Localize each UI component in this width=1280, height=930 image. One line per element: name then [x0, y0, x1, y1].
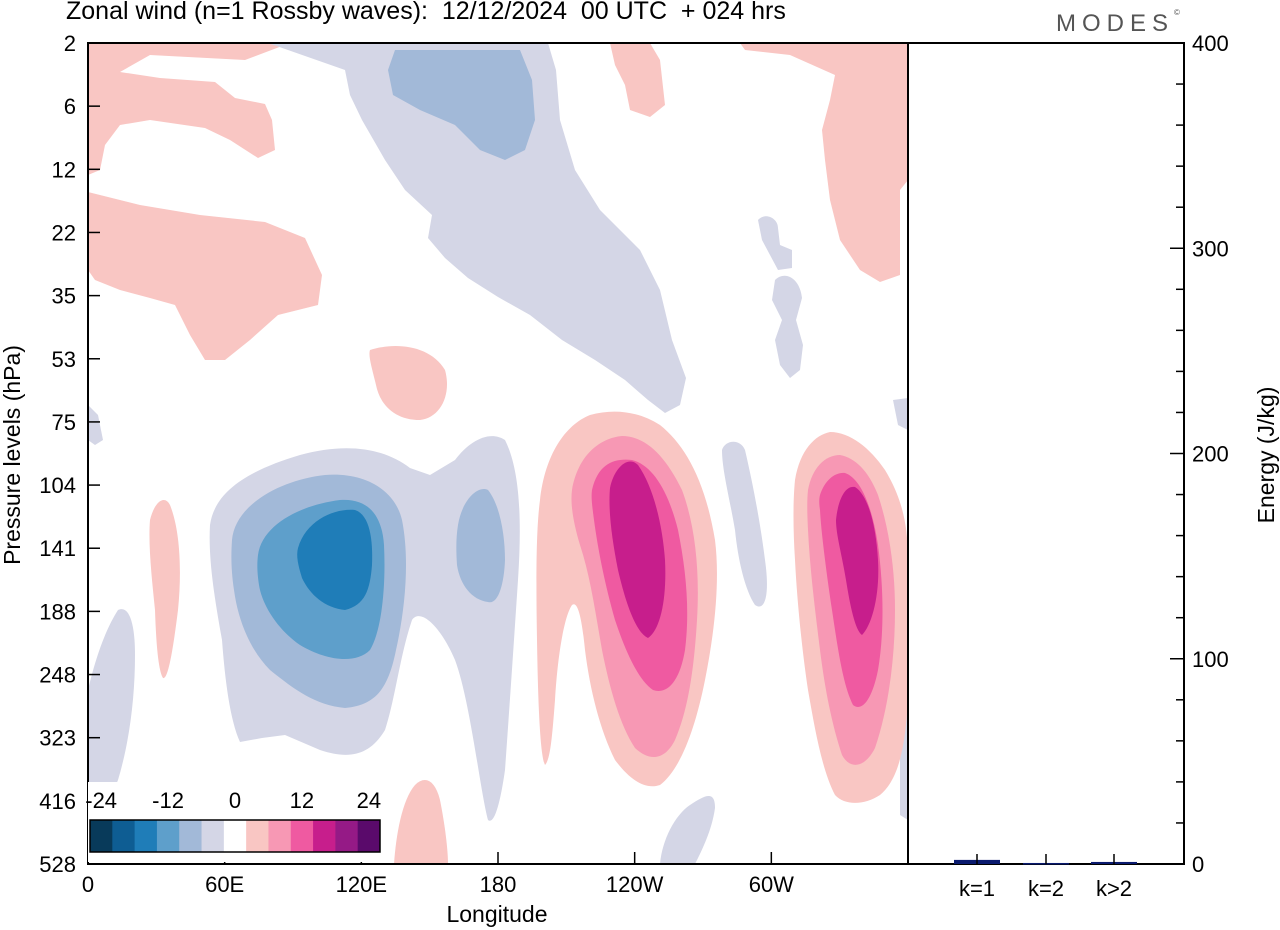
contour-pos-upper-left-2 — [88, 192, 322, 360]
energy-tick-label: 100 — [1192, 647, 1229, 672]
pressure-tick-label: 75 — [52, 410, 76, 435]
contour-neg-between-1 — [722, 441, 767, 607]
pressure-tick-label: 2 — [64, 31, 76, 56]
colorbar-cell — [201, 820, 225, 852]
colorbar-cell — [112, 820, 136, 852]
modes-logo: MODES© — [1056, 8, 1180, 38]
contour-neg-lower-left — [88, 609, 135, 820]
longitude-tick-label: 60E — [205, 872, 244, 897]
colorbar-cell — [313, 820, 336, 852]
energy-category-label: k>2 — [1096, 876, 1132, 901]
longitude-axis: 0 60E 120E 180 120W 60W — [82, 852, 794, 897]
colorbar-cell — [134, 820, 158, 852]
colorbar-cells — [90, 820, 381, 852]
pressure-tick-label: 22 — [52, 220, 76, 245]
colorbar-cell — [90, 820, 113, 852]
pressure-tick-label: 53 — [52, 347, 76, 372]
contour-pos-upper-mid — [610, 43, 665, 117]
colorbar-cell — [223, 820, 247, 852]
energy-y-axis: 0 100 200 300 400 — [1170, 31, 1229, 877]
colorbar-frame — [89, 819, 381, 853]
pressure-tick-label: 6 — [64, 94, 76, 119]
energy-panel-frame — [907, 42, 1185, 865]
energy-category-label: k=1 — [959, 876, 995, 901]
longitude-tick-label: 0 — [82, 872, 94, 897]
contour-neg-edge-right — [893, 398, 908, 430]
contour-neg-secondary — [456, 489, 505, 603]
colorbar-tick-label: 0 — [229, 788, 241, 813]
energy-x-axis: k=1 k=2 k>2 — [959, 854, 1132, 901]
colorbar-cell — [246, 820, 269, 852]
longitude-tick-label: 60W — [749, 872, 794, 897]
pressure-axis-title: Pressure levels (hPa) — [0, 345, 25, 565]
colorbar-cell — [290, 820, 314, 852]
contour-pos-upper-right-top — [740, 43, 908, 282]
contour-neg-right-blob-2 — [772, 275, 803, 378]
pressure-tick-label: 12 — [52, 157, 76, 182]
energy-axis-title: Energy (J/kg) — [1253, 387, 1279, 524]
longitude-tick-label: 120E — [336, 872, 387, 897]
logo-text: MODES — [1056, 10, 1175, 37]
contour-neg-main-4 — [297, 509, 373, 610]
contour-pos-upper-left — [88, 43, 290, 175]
contour-pos-small-53 — [369, 346, 448, 420]
colorbar-tick-label: 12 — [290, 788, 314, 813]
colorbar-labels: -24 -12 0 12 24 — [85, 788, 381, 813]
longitude-axis-title: Longitude — [446, 901, 547, 927]
colorbar-cell — [156, 820, 180, 852]
pressure-tick-label: 248 — [39, 663, 76, 688]
contour-neg-upper-core — [388, 50, 535, 160]
contour-neg-lower-mid — [660, 795, 715, 864]
colorbar-tick-label: -24 — [85, 788, 117, 813]
pressure-tick-label: 416 — [39, 789, 76, 814]
contour-pos-bottom — [394, 780, 448, 864]
energy-tick-label: 0 — [1192, 852, 1204, 877]
longitude-tick-label: 180 — [480, 872, 517, 897]
energy-tick-label: 200 — [1192, 442, 1229, 467]
colorbar: -24 -12 0 12 24 — [85, 782, 384, 862]
longitude-tick-label: 120W — [606, 872, 664, 897]
pressure-tick-label: 104 — [39, 473, 76, 498]
energy-tick-label: 400 — [1192, 31, 1229, 56]
energy-tick-label: 300 — [1192, 236, 1229, 261]
colorbar-cell — [268, 820, 292, 852]
pressure-tick-label: 141 — [39, 536, 76, 561]
chart-title: Zonal wind (n=1 Rossby waves): 12/12/202… — [66, 0, 786, 25]
colorbar-cell — [335, 820, 359, 852]
contour-pos-a4 — [609, 461, 666, 638]
contour-pos-b4 — [836, 486, 879, 635]
contour-neg-edge-left — [88, 405, 103, 445]
pressure-tick-label: 528 — [39, 852, 76, 877]
logo-mark: © — [1174, 8, 1180, 17]
energy-bar-panel: 0 100 200 300 400 k=1 k=2 k>2 Energy (J/kg) — [907, 31, 1279, 901]
contour-pos-left-thin — [149, 500, 180, 679]
colorbar-tick-label: -12 — [152, 788, 184, 813]
energy-category-label: k=2 — [1028, 876, 1064, 901]
colorbar-cell — [179, 820, 203, 852]
colorbar-tick-label: 24 — [357, 788, 381, 813]
pressure-tick-label: 323 — [39, 726, 76, 751]
colorbar-cell — [357, 820, 381, 852]
pressure-tick-label: 35 — [52, 284, 76, 309]
zonal-wind-heatmap — [88, 43, 908, 864]
pressure-axis: 2 6 12 22 35 53 75 104 141 188 248 323 416 528 — [39, 31, 100, 877]
pressure-tick-label: 188 — [39, 599, 76, 624]
contour-neg-right-blob-1 — [758, 216, 792, 270]
contour-neg-upper-band — [268, 43, 686, 413]
